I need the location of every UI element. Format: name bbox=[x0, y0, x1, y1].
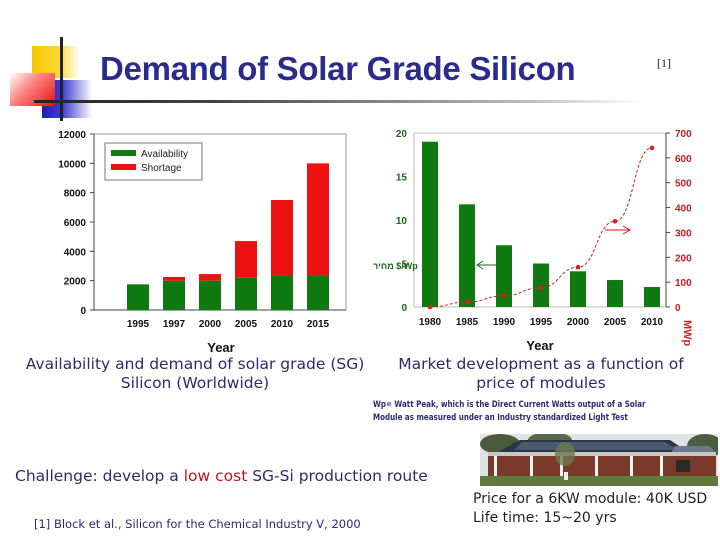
slide-title: Demand of Solar Grade Silicon bbox=[100, 50, 576, 87]
x-tick-label: 1995 bbox=[530, 317, 553, 328]
x-tick-label: 2010 bbox=[641, 317, 664, 328]
y-right-axis-label: MWp bbox=[681, 320, 693, 347]
decor-vertical-line bbox=[60, 37, 63, 121]
y-left-tick-label: 15 bbox=[396, 173, 408, 184]
y-right-tick-label: 600 bbox=[675, 154, 692, 165]
market-point bbox=[649, 145, 655, 151]
title-reference: [1] bbox=[657, 56, 671, 70]
y-left-tick-label: 5 bbox=[401, 260, 407, 271]
left-arrow-icon bbox=[476, 260, 497, 270]
y-left-tick-label: 0 bbox=[401, 303, 407, 314]
y-tick-label: 2000 bbox=[64, 277, 87, 288]
x-tick-label: 2015 bbox=[307, 319, 330, 330]
wp-definition-note: Wp= Watt Peak, which is the Direct Curre… bbox=[373, 399, 716, 425]
y-tick-label: 12000 bbox=[58, 130, 86, 141]
challenge-suffix: SG-Si production route bbox=[247, 467, 428, 485]
price-bar bbox=[459, 204, 475, 307]
x-tick-label: 2000 bbox=[199, 319, 222, 330]
price-bar bbox=[570, 271, 586, 307]
legend-box bbox=[104, 142, 203, 181]
bar-segment bbox=[163, 280, 185, 310]
market-point bbox=[501, 293, 507, 299]
x-tick-label: 2005 bbox=[235, 319, 258, 330]
right-chart-caption: Market development as a function of pric… bbox=[385, 355, 697, 393]
bar-segment bbox=[163, 277, 185, 281]
y-right-tick-label: 700 bbox=[675, 129, 692, 140]
price-bar bbox=[644, 286, 660, 307]
note-line: Wp= Watt Peak, which is the Direct Curre… bbox=[373, 400, 646, 410]
legend-label: Shortage bbox=[141, 163, 182, 174]
price-bar bbox=[496, 245, 512, 307]
market-point bbox=[612, 218, 618, 224]
right-arrow-icon bbox=[605, 225, 632, 235]
x-tick-label: 2010 bbox=[271, 319, 294, 330]
x-tick-label: 1990 bbox=[493, 317, 516, 328]
caption-line: Market development as a function of bbox=[398, 355, 684, 373]
bar-segment bbox=[127, 284, 149, 310]
availability-shortage-chart: 0 2000 4000 6000 8000 10000 12000 1995 1997 2000 2… bbox=[58, 130, 347, 355]
bar-segment bbox=[307, 275, 329, 310]
house-solar-photo bbox=[480, 434, 718, 486]
legend-swatch bbox=[111, 164, 136, 170]
x-tick-label: 2005 bbox=[604, 317, 627, 328]
y-left-tick-label: 10 bbox=[396, 216, 408, 227]
caption-line: Availability and demand of solar grade (… bbox=[25, 355, 365, 373]
y-left-axis-label: מחיר $/Wp bbox=[373, 261, 418, 271]
y-tick-label: 0 bbox=[80, 306, 86, 317]
market-point bbox=[464, 299, 470, 305]
y-right-tick-label: 200 bbox=[675, 253, 692, 264]
y-left-tick-label: 20 bbox=[396, 129, 408, 140]
note-line: Module as measured under an Industry sta… bbox=[373, 413, 628, 423]
price-info: Price for a 6KW module: 40K USD Life tim… bbox=[473, 490, 707, 528]
market-point bbox=[575, 264, 581, 270]
price-bar bbox=[607, 280, 623, 307]
x-tick-label: 1995 bbox=[127, 319, 150, 330]
bar-segment bbox=[199, 280, 221, 310]
bar-segment bbox=[235, 277, 257, 310]
y-tick-label: 6000 bbox=[64, 218, 87, 229]
challenge-prefix: Challenge: develop a bbox=[15, 467, 184, 485]
bar-segment bbox=[271, 200, 293, 276]
left-chart-caption: Availability and demand of solar grade (… bbox=[15, 355, 375, 393]
bar-segment bbox=[235, 241, 257, 278]
x-tick-label: 1997 bbox=[163, 319, 186, 330]
legend-swatch bbox=[111, 150, 136, 156]
x-tick-label: 1980 bbox=[419, 317, 442, 328]
title-underline bbox=[34, 100, 644, 103]
y-tick-label: 8000 bbox=[64, 189, 87, 200]
y-right-tick-label: 100 bbox=[675, 278, 692, 289]
price-bar bbox=[533, 263, 549, 307]
y-right-tick-label: 300 bbox=[675, 228, 692, 239]
bar-segment bbox=[307, 163, 329, 276]
caption-line: Silicon (Worldwide) bbox=[120, 374, 270, 392]
challenge-highlight: low cost bbox=[183, 467, 248, 485]
x-tick-label: 2000 bbox=[567, 317, 590, 328]
lifetime-line: Life time: 15~20 yrs bbox=[473, 510, 617, 526]
y-right-tick-label: 500 bbox=[675, 179, 692, 190]
bar-segment bbox=[271, 275, 293, 310]
decor-yellow-square bbox=[32, 46, 80, 78]
x-tick-label: 1985 bbox=[456, 317, 479, 328]
y-right-tick-label: 400 bbox=[675, 204, 692, 215]
legend-label: Availability bbox=[141, 149, 188, 160]
y-tick-label: 10000 bbox=[58, 159, 86, 170]
x-axis-label: Year bbox=[526, 338, 553, 353]
caption-line: price of modules bbox=[476, 374, 606, 392]
challenge-statement: Challenge: develop a low cost SG-Si prod… bbox=[15, 467, 428, 485]
market-point bbox=[538, 285, 544, 290]
y-tick-label: 4000 bbox=[64, 247, 87, 258]
x-axis-label: Year bbox=[207, 340, 234, 355]
price-line: Price for a 6KW module: 40K USD bbox=[473, 491, 708, 507]
market-point bbox=[427, 304, 433, 310]
y-right-tick-label: 0 bbox=[675, 303, 681, 314]
reference-citation: [1] Block et al., Silicon for the Chemic… bbox=[34, 517, 361, 531]
price-bar bbox=[422, 141, 438, 307]
bar-segment bbox=[199, 274, 221, 281]
